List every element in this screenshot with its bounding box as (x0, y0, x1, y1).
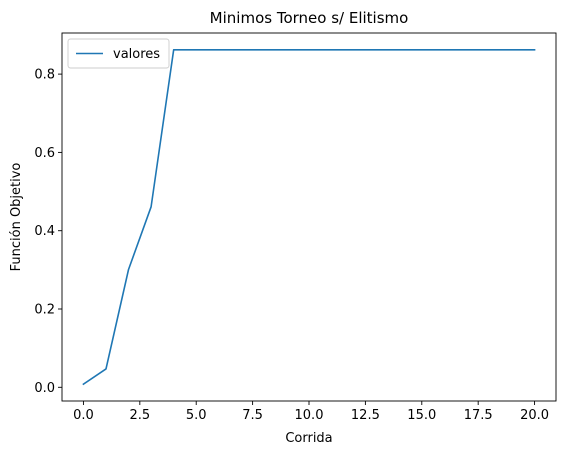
y-axis-label: Función Objetivo (9, 163, 24, 272)
y-tick-label: 0.8 (34, 68, 55, 83)
plot-frame (61, 32, 557, 402)
x-tick-label: 0.0 (73, 408, 94, 423)
series-line-0 (82, 49, 536, 386)
x-tick-label: 20.0 (520, 408, 549, 423)
plot-area: 0.0 2.5 5.0 7.5 10.0 12.5 15.0 17.5 20.0 0.0 0.2 0.… (34, 32, 557, 423)
x-tick-label: 5.0 (186, 408, 207, 423)
x-axis-label: Corrida (285, 431, 332, 446)
legend-label: valores (113, 47, 160, 62)
y-tick-label: 0.4 (34, 224, 55, 239)
legend-box (67, 38, 170, 69)
x-tick-label: 7.5 (242, 408, 263, 423)
y-tick-label: 0.2 (34, 303, 55, 318)
chart-title: Minimos Torneo s/ Elitismo (210, 9, 409, 27)
x-tick-label: 12.5 (351, 408, 380, 423)
y-tick-label: 0.6 (34, 146, 55, 161)
x-tick-label: 10.0 (295, 408, 324, 423)
x-tick-label: 17.5 (464, 408, 493, 423)
y-tick-label: 0.0 (34, 381, 55, 396)
x-tick-label: 2.5 (129, 408, 150, 423)
x-tick-label: 15.0 (407, 408, 436, 423)
